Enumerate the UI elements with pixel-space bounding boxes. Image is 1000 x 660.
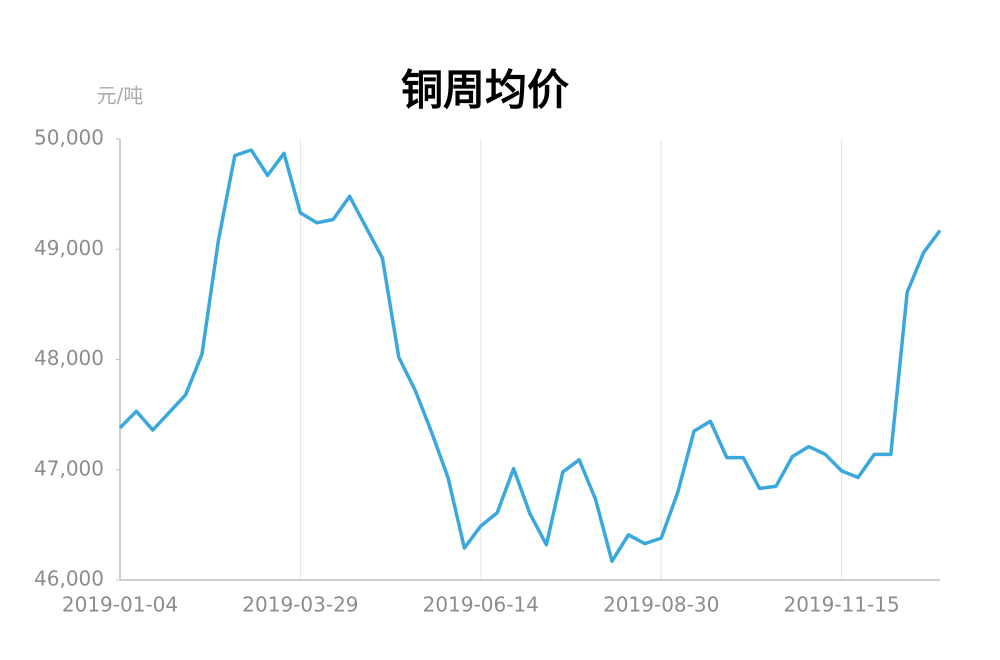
y-tick-label: 47,000	[34, 456, 104, 480]
y-tick-label: 48,000	[34, 346, 104, 370]
chart-title: 铜周均价	[401, 66, 569, 115]
x-tick-label: 2019-08-30	[603, 593, 719, 617]
y-unit: 元/吨	[97, 84, 144, 108]
x-tick-label: 2019-06-14	[423, 593, 539, 617]
x-tick-label: 2019-11-15	[783, 593, 899, 617]
data-line	[118, 148, 942, 564]
y-tick-label: 46,000	[34, 567, 104, 591]
y-tick-label: 49,000	[34, 236, 104, 260]
x-tick-label: 2019-03-29	[242, 593, 358, 617]
y-tick-label: 50,000	[34, 126, 104, 150]
x-tick-label: 2019-01-04	[62, 593, 178, 617]
